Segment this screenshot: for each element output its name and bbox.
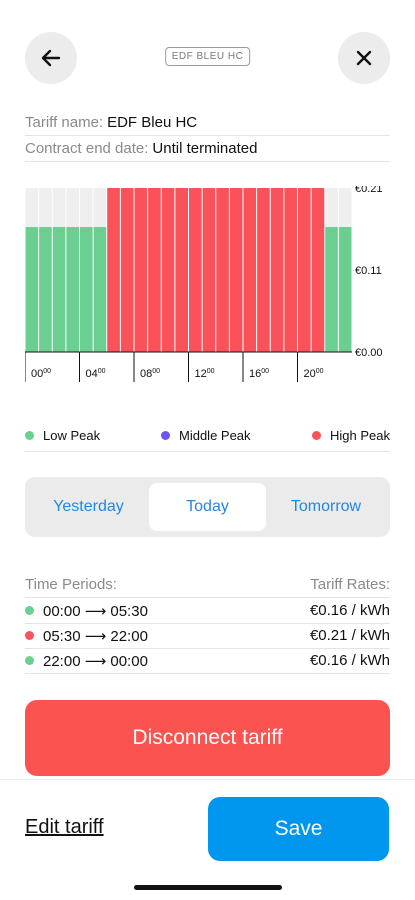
chart-svg: €0.21 €0.11 €0.00 0000 0400 0800 1200 1600 2000	[25, 186, 383, 382]
chart-bar	[189, 188, 202, 352]
chart-bar	[298, 188, 311, 352]
legend-middle-label: Middle Peak	[179, 428, 251, 443]
chart-bar	[80, 227, 93, 352]
footer-divider	[0, 779, 415, 780]
chart-bar	[25, 227, 39, 352]
edit-tariff-link[interactable]: Edit tariff	[25, 816, 104, 838]
tab-tomorrow[interactable]: Tomorrow	[290, 498, 362, 515]
back-button[interactable]	[25, 32, 77, 84]
day-segmented-control: Yesterday Today Tomorrow	[25, 477, 390, 537]
chart-y-tick-label: €0.00	[355, 347, 383, 359]
period-dot	[25, 631, 34, 640]
chart-bar	[257, 188, 270, 352]
tariff-rates-label: Tariff Rates:	[310, 576, 390, 593]
chart-x-tick-label: 2000	[304, 368, 324, 380]
period-range: 22:00 ⟶ 00:00	[43, 652, 148, 670]
legend-high-peak: High Peak	[312, 428, 390, 443]
period-dot	[25, 656, 34, 665]
legend-low-dot	[25, 431, 34, 440]
period-rate: €0.21 / kWh	[309, 627, 390, 644]
tab-yesterday[interactable]: Yesterday	[53, 498, 124, 515]
chart-bar	[134, 188, 148, 352]
period-range: 05:30 ⟶ 22:00	[43, 627, 148, 645]
chart-x-tick-label: 0400	[86, 368, 106, 380]
chart-x-tick-label: 1200	[195, 368, 215, 380]
chart-bar	[66, 227, 79, 352]
chart-y-tick-label: €0.21	[355, 186, 383, 195]
period-rate: €0.16 / kWh	[309, 652, 390, 669]
period-row: 05:30 ⟶ 22:00 €0.21 / kWh	[25, 623, 390, 649]
time-periods-label: Time Periods:	[25, 576, 117, 593]
chart-y-tick-label: €0.11	[355, 265, 382, 277]
legend-high-label: High Peak	[330, 428, 390, 443]
home-indicator	[134, 885, 282, 890]
contract-end-value: Until terminated	[152, 140, 258, 157]
disconnect-tariff-button[interactable]: Disconnect tariff	[25, 700, 390, 776]
chart-legend: Low Peak Middle Peak High Peak	[25, 424, 390, 452]
legend-middle-peak: Middle Peak	[161, 428, 251, 443]
periods-header: Time Periods: Tariff Rates:	[25, 572, 390, 598]
chart-bar	[175, 188, 188, 352]
tariff-name-value: EDF Bleu HC	[107, 114, 198, 131]
legend-low-peak: Low Peak	[25, 428, 100, 443]
chart-bar	[243, 188, 257, 352]
chart-bar	[216, 188, 229, 352]
header: EDF BLEU HC	[25, 32, 390, 84]
tariff-rate-chart: €0.21 €0.11 €0.00 0000 0400 0800 1200 1600 2000	[25, 186, 415, 386]
legend-high-dot	[312, 431, 322, 440]
chart-bar	[284, 188, 297, 352]
period-range: 00:00 ⟶ 05:30	[43, 602, 148, 620]
legend-low-label: Low Peak	[43, 428, 101, 443]
chart-x-tick-label: 1600	[249, 368, 269, 380]
tariff-name-label: Tariff name:	[25, 114, 104, 131]
close-icon	[356, 50, 372, 66]
period-row: 22:00 ⟶ 00:00 €0.16 / kWh	[25, 648, 390, 674]
chart-bar	[93, 227, 107, 352]
chart-bar	[39, 227, 52, 352]
tab-today[interactable]: Today	[149, 483, 266, 531]
chart-bar	[161, 188, 175, 352]
close-button[interactable]	[338, 32, 390, 84]
chart-bar	[52, 227, 66, 352]
chart-bar	[229, 188, 243, 352]
tariff-name-row: Tariff name: EDF Bleu HC	[25, 110, 390, 136]
contract-end-label: Contract end date:	[25, 140, 149, 157]
provider-logo: EDF BLEU HC	[164, 47, 251, 66]
chart-bar	[107, 188, 120, 352]
chart-x-tick-label: 0800	[140, 368, 160, 380]
chart-bar	[148, 188, 161, 352]
chart-x-tick-label: 0000	[31, 368, 51, 380]
chart-bar	[202, 188, 216, 352]
legend-middle-dot	[161, 431, 170, 440]
chart-bar	[311, 188, 325, 352]
period-rate: €0.16 / kWh	[309, 602, 390, 619]
period-row: 00:00 ⟶ 05:30 €0.16 / kWh	[25, 598, 390, 624]
chart-bar	[120, 188, 134, 352]
arrow-left-icon	[41, 49, 61, 67]
chart-bar	[338, 227, 352, 352]
save-button[interactable]: Save	[208, 797, 389, 861]
period-dot	[25, 606, 34, 615]
contract-end-row: Contract end date: Until terminated	[25, 136, 390, 162]
chart-bar	[325, 227, 338, 352]
chart-bar	[270, 188, 284, 352]
